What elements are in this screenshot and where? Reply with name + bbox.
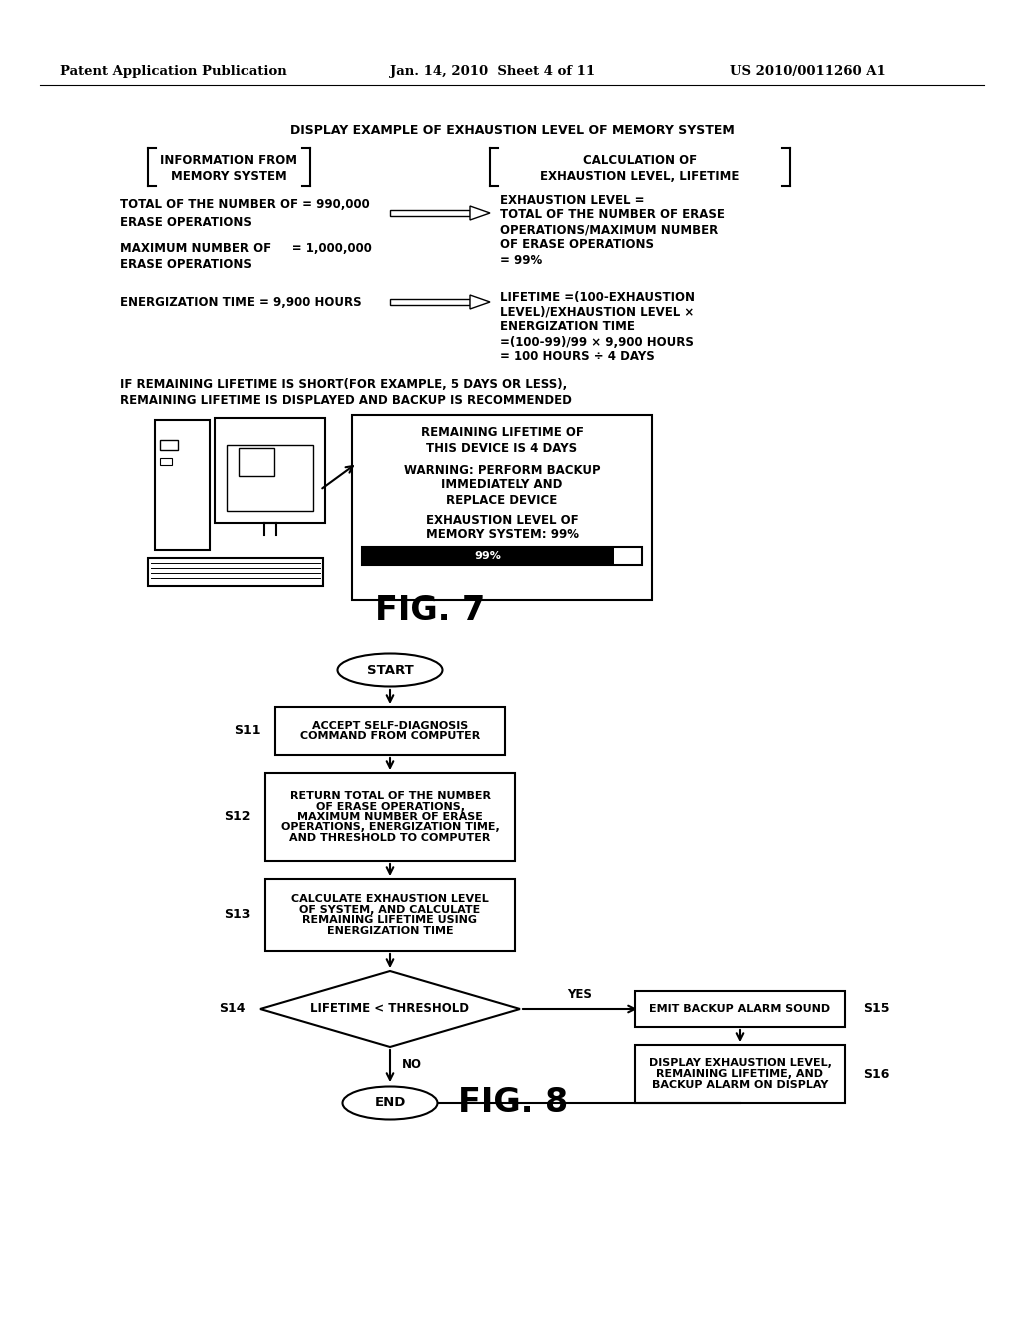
Text: MEMORY SYSTEM: MEMORY SYSTEM: [171, 169, 287, 182]
Bar: [275, 708, 505, 755]
Text: S16: S16: [863, 1068, 890, 1081]
Text: FIG. 7: FIG. 7: [375, 594, 485, 627]
Text: OF SYSTEM, AND CALCULATE: OF SYSTEM, AND CALCULATE: [299, 904, 480, 915]
Text: REMAINING LIFETIME, AND: REMAINING LIFETIME, AND: [656, 1069, 823, 1078]
Text: S14: S14: [219, 1002, 246, 1015]
Text: FIG. 8: FIG. 8: [458, 1086, 568, 1119]
Bar: [160, 458, 172, 465]
Text: EMIT BACKUP ALARM SOUND: EMIT BACKUP ALARM SOUND: [649, 1005, 830, 1014]
Text: TOTAL OF THE NUMBER OF = 990,000: TOTAL OF THE NUMBER OF = 990,000: [120, 198, 370, 211]
Text: MAXIMUM NUMBER OF     = 1,000,000: MAXIMUM NUMBER OF = 1,000,000: [120, 242, 372, 255]
Text: EXHAUSTION LEVEL =: EXHAUSTION LEVEL =: [500, 194, 644, 206]
Text: DISPLAY EXHAUSTION LEVEL,: DISPLAY EXHAUSTION LEVEL,: [648, 1059, 831, 1068]
Bar: [265, 879, 515, 950]
Text: IMMEDIATELY AND: IMMEDIATELY AND: [441, 479, 562, 491]
Text: OF ERASE OPERATIONS: OF ERASE OPERATIONS: [500, 239, 654, 252]
Ellipse shape: [338, 653, 442, 686]
Polygon shape: [260, 972, 520, 1047]
Text: NO: NO: [402, 1059, 422, 1072]
Text: START: START: [367, 664, 414, 676]
Text: ENERGIZATION TIME: ENERGIZATION TIME: [500, 321, 635, 334]
Text: OPERATIONS/MAXIMUM NUMBER: OPERATIONS/MAXIMUM NUMBER: [500, 223, 718, 236]
Bar: [239, 447, 274, 477]
Text: ERASE OPERATIONS: ERASE OPERATIONS: [120, 215, 252, 228]
Bar: [227, 445, 313, 511]
Bar: [265, 774, 515, 861]
Text: LEVEL)/EXHAUSTION LEVEL ×: LEVEL)/EXHAUSTION LEVEL ×: [500, 305, 694, 318]
Bar: [390, 300, 470, 305]
Bar: [390, 210, 470, 216]
Text: US 2010/0011260 A1: US 2010/0011260 A1: [730, 66, 886, 78]
Text: =(100-99)/99 × 9,900 HOURS: =(100-99)/99 × 9,900 HOURS: [500, 335, 694, 348]
Text: Jan. 14, 2010  Sheet 4 of 11: Jan. 14, 2010 Sheet 4 of 11: [390, 66, 595, 78]
Text: COMMAND FROM COMPUTER: COMMAND FROM COMPUTER: [300, 731, 480, 742]
Text: S13: S13: [224, 908, 250, 921]
Text: MAXIMUM NUMBER OF ERASE: MAXIMUM NUMBER OF ERASE: [297, 812, 483, 822]
Bar: [215, 418, 325, 523]
Text: S11: S11: [233, 725, 260, 738]
Text: BACKUP ALARM ON DISPLAY: BACKUP ALARM ON DISPLAY: [652, 1080, 828, 1089]
Polygon shape: [470, 206, 490, 220]
Text: S12: S12: [224, 810, 250, 824]
Text: AND THRESHOLD TO COMPUTER: AND THRESHOLD TO COMPUTER: [290, 833, 490, 843]
Text: DISPLAY EXAMPLE OF EXHAUSTION LEVEL OF MEMORY SYSTEM: DISPLAY EXAMPLE OF EXHAUSTION LEVEL OF M…: [290, 124, 734, 136]
Text: LIFETIME =(100-EXHAUSTION: LIFETIME =(100-EXHAUSTION: [500, 290, 695, 304]
Text: = 100 HOURS ÷ 4 DAYS: = 100 HOURS ÷ 4 DAYS: [500, 351, 654, 363]
Text: REMAINING LIFETIME IS DISPLAYED AND BACKUP IS RECOMMENDED: REMAINING LIFETIME IS DISPLAYED AND BACK…: [120, 395, 571, 408]
Bar: [614, 546, 642, 565]
Text: CALCULATE EXHAUSTION LEVEL: CALCULATE EXHAUSTION LEVEL: [291, 894, 488, 904]
Bar: [362, 546, 642, 565]
Text: ERASE OPERATIONS: ERASE OPERATIONS: [120, 259, 252, 272]
Bar: [352, 414, 652, 601]
Bar: [160, 440, 178, 450]
Bar: [155, 420, 210, 550]
Text: REMAINING LIFETIME OF: REMAINING LIFETIME OF: [421, 425, 584, 438]
Ellipse shape: [342, 1086, 437, 1119]
Text: MEMORY SYSTEM: 99%: MEMORY SYSTEM: 99%: [426, 528, 579, 541]
Text: TOTAL OF THE NUMBER OF ERASE: TOTAL OF THE NUMBER OF ERASE: [500, 209, 725, 222]
Text: CALCULATION OF: CALCULATION OF: [583, 153, 697, 166]
Bar: [635, 1045, 845, 1104]
Bar: [148, 558, 323, 586]
Text: REPLACE DEVICE: REPLACE DEVICE: [446, 494, 558, 507]
Text: END: END: [375, 1097, 406, 1110]
Text: LIFETIME < THRESHOLD: LIFETIME < THRESHOLD: [310, 1002, 469, 1015]
Polygon shape: [470, 294, 490, 309]
Text: ENERGIZATION TIME = 9,900 HOURS: ENERGIZATION TIME = 9,900 HOURS: [120, 296, 361, 309]
Bar: [635, 991, 845, 1027]
Text: REMAINING LIFETIME USING: REMAINING LIFETIME USING: [302, 915, 477, 925]
Text: IF REMAINING LIFETIME IS SHORT(FOR EXAMPLE, 5 DAYS OR LESS),: IF REMAINING LIFETIME IS SHORT(FOR EXAMP…: [120, 379, 567, 392]
Text: OF ERASE OPERATIONS,: OF ERASE OPERATIONS,: [315, 801, 465, 812]
Text: 99%: 99%: [474, 550, 502, 561]
Text: EXHAUSTION LEVEL, LIFETIME: EXHAUSTION LEVEL, LIFETIME: [541, 169, 739, 182]
Text: YES: YES: [567, 989, 593, 1002]
Text: EXHAUSTION LEVEL OF: EXHAUSTION LEVEL OF: [426, 513, 579, 527]
Text: = 99%: = 99%: [500, 253, 543, 267]
Text: INFORMATION FROM: INFORMATION FROM: [161, 153, 298, 166]
Text: THIS DEVICE IS 4 DAYS: THIS DEVICE IS 4 DAYS: [426, 441, 578, 454]
Text: S15: S15: [863, 1002, 890, 1015]
Bar: [362, 546, 614, 565]
Text: OPERATIONS, ENERGIZATION TIME,: OPERATIONS, ENERGIZATION TIME,: [281, 822, 500, 833]
Text: RETURN TOTAL OF THE NUMBER: RETURN TOTAL OF THE NUMBER: [290, 791, 490, 801]
Text: ENERGIZATION TIME: ENERGIZATION TIME: [327, 925, 454, 936]
Text: Patent Application Publication: Patent Application Publication: [60, 66, 287, 78]
Text: ACCEPT SELF-DIAGNOSIS: ACCEPT SELF-DIAGNOSIS: [312, 721, 468, 731]
Text: WARNING: PERFORM BACKUP: WARNING: PERFORM BACKUP: [403, 463, 600, 477]
